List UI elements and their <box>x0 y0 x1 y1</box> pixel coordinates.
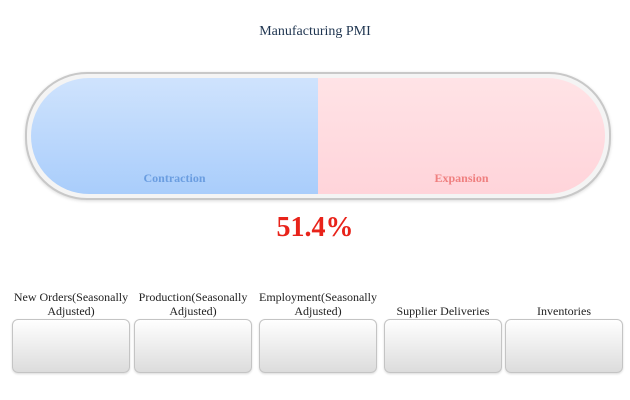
expansion-zone: Expansion <box>318 78 605 194</box>
component-button[interactable] <box>134 319 252 373</box>
contraction-label: Contraction <box>143 171 206 185</box>
component-label: Production(Seasonally Adjusted) <box>138 290 248 318</box>
contraction-zone: Contraction <box>31 78 318 194</box>
expansion-label: Expansion <box>434 171 489 185</box>
component-button[interactable] <box>259 319 377 373</box>
gauge: Contraction Expansion <box>25 72 611 200</box>
component: Inventories <box>502 262 626 373</box>
component: New Orders(Seasonally Adjusted) <box>9 262 133 373</box>
pmi-value: 51.4% <box>276 212 354 243</box>
component-label: Employment(Seasonally Adjusted) <box>259 290 377 318</box>
component-button[interactable] <box>384 319 502 373</box>
component-label: Supplier Deliveries <box>396 304 490 318</box>
gauge-inner: Contraction Expansion <box>31 78 605 194</box>
component-label: Inventories <box>537 304 591 318</box>
title: Manufacturing PMI <box>259 24 371 39</box>
component: Production(Seasonally Adjusted) <box>131 262 255 373</box>
component: Employment(Seasonally Adjusted) <box>256 262 380 373</box>
component-label: New Orders(Seasonally Adjusted) <box>13 290 129 318</box>
component: Supplier Deliveries <box>381 262 505 373</box>
component-button[interactable] <box>12 319 130 373</box>
component-button[interactable] <box>505 319 623 373</box>
